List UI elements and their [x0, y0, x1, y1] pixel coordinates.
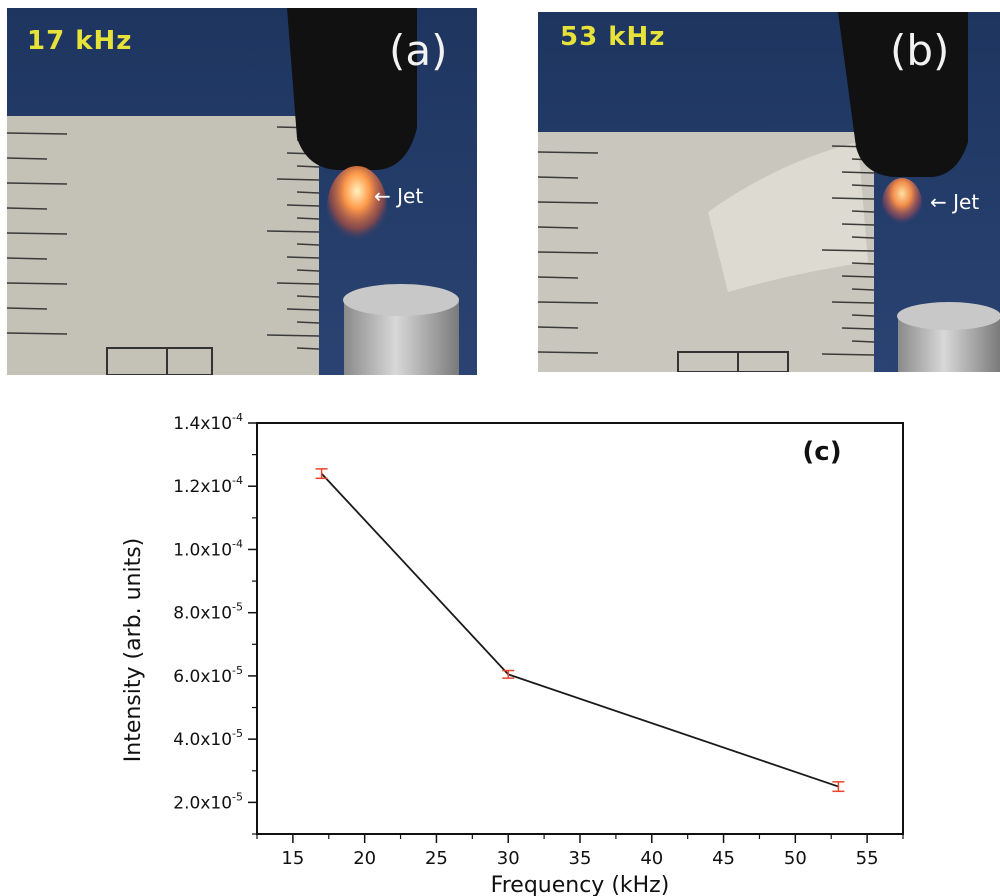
x-tick-label-25: 25 [425, 848, 448, 869]
y-tick-label-3: 8.0x10-5 [173, 601, 243, 624]
x-tick-label-20: 20 [353, 848, 376, 869]
tick-labels: 15 20 25 30 35 40 45 50 55 2.0x10-5 4.0x10-5 6.0x10… [173, 411, 878, 869]
data-point-2 [832, 781, 845, 793]
jet-photo-a [7, 8, 477, 375]
y-tick-label-4: 1.0x10-4 [173, 537, 243, 560]
x-tick-label-30: 30 [497, 848, 520, 869]
x-axis-label: Frequency (kHz) [491, 873, 670, 896]
y-tick-label-2: 6.0x10-5 [173, 664, 243, 687]
panel-tag-b: (b) [890, 26, 950, 75]
series-line-0 [320, 472, 839, 788]
jet-arrow-label-b: ← Jet [930, 190, 980, 214]
photo-panel-a: 17 kHz (a) ← Jet [7, 8, 477, 375]
x-tick-label-50: 50 [784, 848, 807, 869]
frequency-label-a: 17 kHz [27, 26, 133, 56]
data-point-0 [315, 468, 328, 480]
axes [256, 422, 904, 835]
intensity-vs-frequency-chart: 15 20 25 30 35 40 45 50 55 2.0x10-5 4.0x10-5 6.0x10… [121, 411, 904, 896]
y-tick-label-0: 2.0x10-5 [173, 790, 243, 813]
x-tick-label-40: 40 [640, 848, 663, 869]
y-tick-label-5: 1.2x10-4 [173, 474, 243, 497]
x-tick-label-55: 55 [856, 848, 879, 869]
y-tick-label-1: 4.0x10-5 [173, 727, 243, 750]
panel-tag-a: (a) [389, 26, 448, 75]
frequency-label-b: 53 kHz [560, 22, 666, 52]
series [315, 468, 845, 793]
x-tick-label-15: 15 [281, 848, 304, 869]
y-tick-label-6: 1.4x10-4 [173, 411, 243, 434]
plot-frame [256, 422, 904, 835]
photo-panel-b: 53 kHz (b) ← Jet [538, 12, 1000, 372]
x-tick-label-45: 45 [712, 848, 735, 869]
jet-photo-b [538, 12, 1000, 372]
y-axis-label: Intensity (arb. units) [121, 538, 146, 762]
data-point-1 [502, 669, 515, 679]
jet-arrow-label-a: ← Jet [374, 184, 424, 208]
panel-tag-c: (c) [802, 437, 841, 467]
x-tick-label-35: 35 [569, 848, 592, 869]
tick-marks [248, 422, 904, 843]
